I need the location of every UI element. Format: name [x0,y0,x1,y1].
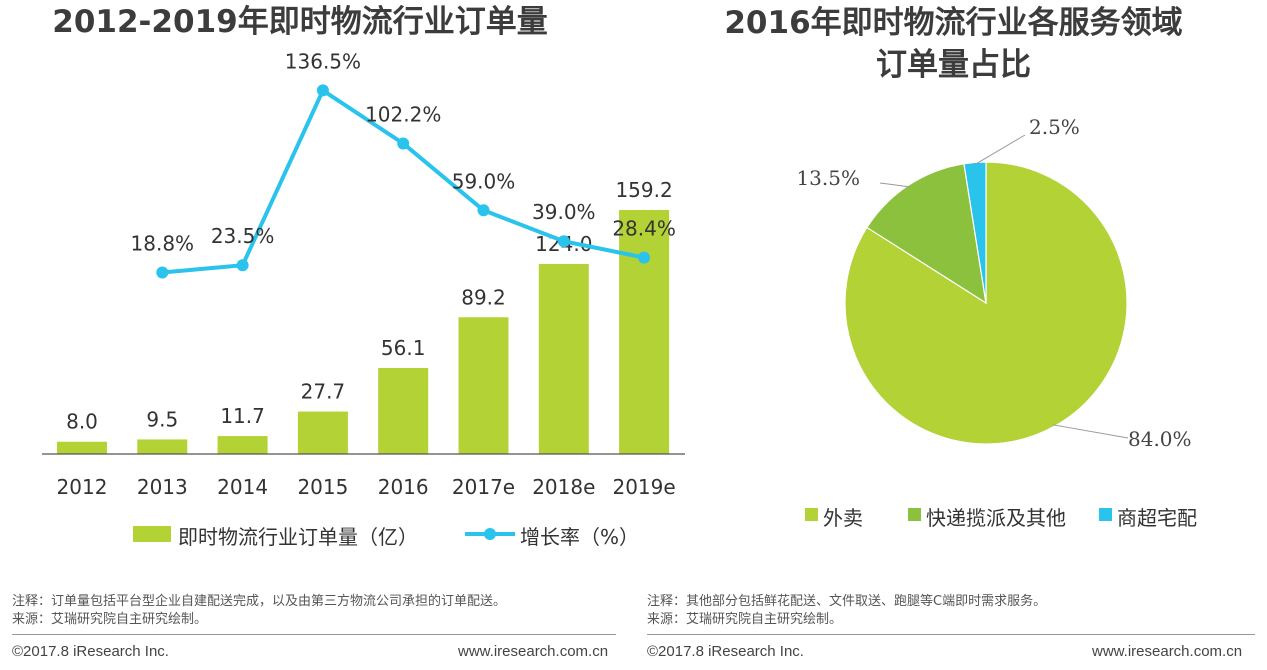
growth-rate-point [156,266,169,279]
growth-rate-label: 18.8% [131,231,195,255]
right-note-text: 注释：其他部分包括鲜花配送、文件取送、跑腿等C端即时需求服务。 [647,594,1047,609]
pie-legend-swatch [805,508,818,521]
bar-value-label: 27.7 [301,380,346,404]
x-tick-label: 2012 [57,475,108,499]
pie-value-label: 13.5% [796,166,860,190]
right-website-link[interactable]: www.iresearch.com.cn [1092,643,1243,660]
pie-slice-1 [866,163,987,305]
pie-slice-2 [963,161,987,304]
pie-chart: 84.0% 13.5% 2.5% 外卖 快递揽派及其他 商超宅配 [796,115,1197,530]
x-tick-label: 2019e [612,475,675,499]
x-tick-label: 2015 [297,475,348,499]
left-copyright: ©2017.8 iResearch Inc. [12,643,169,660]
growth-rate-point [316,84,329,97]
left-divider [12,634,616,635]
bar-value-label: 56.1 [381,336,426,360]
pie-legend-label: 快递揽派及其他 [926,506,1066,530]
bar-chart-title: 2012-2019年即时物流行业订单量 [52,4,548,40]
pie-legend-label: 商超宅配 [1117,506,1197,530]
growth-rate-point [397,137,410,150]
x-tick-label: 2016 [378,475,429,499]
x-tick-label: 2014 [217,475,268,499]
bar-value-label: 11.7 [220,404,265,428]
growth-rate-label: 28.4% [612,217,676,241]
growth-rate-label: 59.0% [452,169,516,193]
pie-legend-swatch [908,508,921,521]
legend-line-label: 增长率（%） [520,525,639,549]
pie-value-label: 2.5% [1029,115,1080,139]
pie-leader-line [879,182,910,188]
bar-2013 [137,439,188,454]
x-tick-label: 2017e [452,475,515,499]
growth-rate-point [236,259,249,272]
pie-legend-label: 外卖 [823,506,863,530]
bar-2014 [217,436,268,454]
legend-bar-label: 即时物流行业订单量（亿） [178,525,418,549]
growth-rate-point [477,204,490,217]
growth-rate-label: 39.0% [532,200,596,224]
growth-rate-label: 23.5% [211,224,275,248]
bar-chart: 8.0 2012 9.5 2013 11.7 2014 27.7 2015 56.1 2016 89… [42,49,685,549]
bar-2019e [619,210,670,454]
x-tick-label: 2018e [532,475,595,499]
left-source-text: 来源：艾瑞研究院自主研究绘制。 [12,612,208,627]
pie-value-label: 84.0% [1128,427,1192,451]
legend-line-marker [484,528,496,540]
bar-2016 [378,368,429,454]
pie-leader-line [1052,424,1129,439]
pie-chart-title: 2016年即时物流行业各服务领域 订单量占比 [640,2,1267,86]
right-divider [647,634,1255,635]
left-website-link[interactable]: www.iresearch.com.cn [458,643,609,660]
bar-2017e [458,317,509,454]
left-note-text: 注释：订单量包括平台型企业自建配送完成，以及由第三方物流公司承担的订单配送。 [12,594,507,609]
bar-2018e [538,263,589,454]
growth-rate-label: 136.5% [285,49,361,73]
charts-canvas: 8.0 2012 9.5 2013 11.7 2014 27.7 2015 56.1 2016 89… [42,49,1197,549]
pie-chart-title-line-2: 订单量占比 [876,47,1031,83]
pie-chart-title-line-1: 2016年即时物流行业各服务领域 [724,5,1183,41]
bar-2012 [57,441,107,454]
bar-2015 [297,411,348,454]
bar-value-label: 8.0 [66,410,98,434]
growth-rate-point [638,251,651,264]
pie-legend-swatch [1099,508,1112,521]
legend-bar-swatch [133,526,171,542]
growth-rate-point [557,235,570,248]
bar-value-label: 159.2 [615,178,672,202]
right-footnote: 注释：其他部分包括鲜花配送、文件取送、跑腿等C端即时需求服务。 来源：艾瑞研究院… [647,593,1046,629]
bar-value-label: 89.2 [461,285,506,309]
bar-value-label: 9.5 [146,407,178,431]
growth-rate-label: 102.2% [365,102,441,126]
left-footnote: 注释：订单量包括平台型企业自建配送完成，以及由第三方物流公司承担的订单配送。 来… [12,593,506,629]
right-copyright: ©2017.8 iResearch Inc. [647,643,804,660]
pie-leader-line [974,134,1026,165]
right-source-text: 来源：艾瑞研究院自主研究绘制。 [647,612,843,627]
x-tick-label: 2013 [137,475,188,499]
